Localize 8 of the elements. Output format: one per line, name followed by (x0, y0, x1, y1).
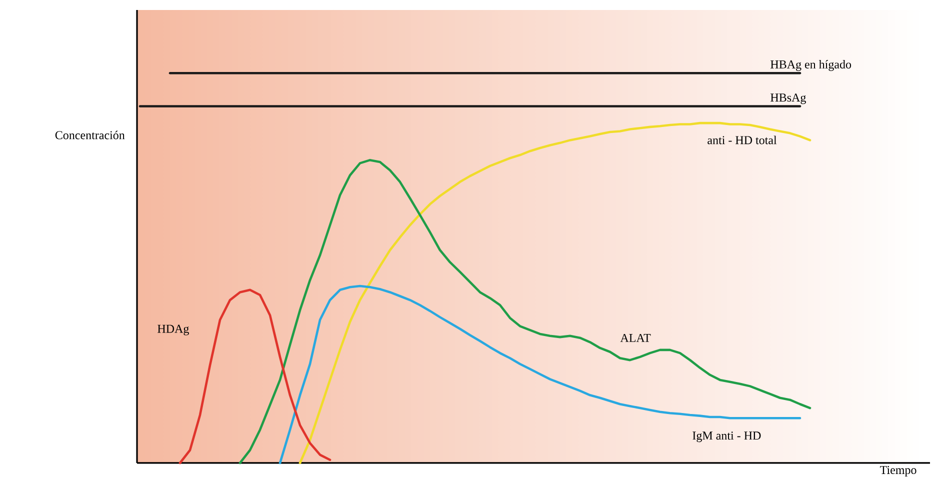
series-label: HBsAg (770, 94, 806, 104)
text: HDAg (158, 324, 189, 336)
series-label: ALAT (620, 334, 651, 342)
series-label: anti - HD total (708, 136, 777, 144)
series-label: IgM anti - HD (692, 432, 761, 442)
y-axis-title: Concentración (55, 130, 125, 140)
x-axis-title: Tiempo (880, 466, 916, 476)
series-label: HBAg en hígado (770, 60, 852, 71)
